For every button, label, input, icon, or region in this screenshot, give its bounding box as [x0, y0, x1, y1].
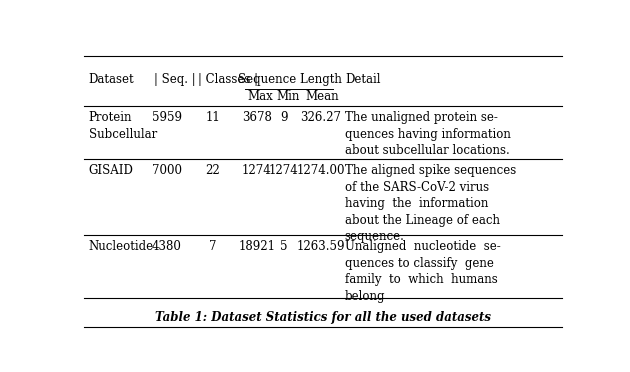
Text: 18921: 18921 — [239, 240, 275, 253]
Text: The unaligned protein se-
quences having information
about subcellular locations: The unaligned protein se- quences having… — [345, 111, 511, 157]
Text: 1274: 1274 — [269, 164, 299, 177]
Text: 1263.59: 1263.59 — [296, 240, 345, 253]
Text: Table 1: Dataset Statistics for all the used datasets: Table 1: Dataset Statistics for all the … — [155, 311, 491, 324]
Text: Detail: Detail — [345, 73, 381, 86]
Text: Mean: Mean — [306, 90, 340, 103]
Text: Protein
Subcellular: Protein Subcellular — [88, 111, 157, 141]
Text: 11: 11 — [205, 111, 220, 124]
Text: Dataset: Dataset — [88, 73, 134, 86]
Text: 5: 5 — [280, 240, 287, 253]
Text: 4380: 4380 — [152, 240, 181, 253]
Text: Min: Min — [277, 90, 300, 103]
Text: Max: Max — [247, 90, 273, 103]
Text: | Classes |: | Classes | — [198, 73, 258, 86]
Text: Nucleotide: Nucleotide — [88, 240, 154, 253]
Text: 7000: 7000 — [152, 164, 181, 177]
Text: 3678: 3678 — [242, 111, 272, 124]
Text: | Seq. |: | Seq. | — [154, 73, 196, 86]
Text: The aligned spike sequences
of the SARS-CoV-2 virus
having  the  information
abo: The aligned spike sequences of the SARS-… — [345, 164, 516, 243]
Text: 1274.00: 1274.00 — [296, 164, 345, 177]
Text: 22: 22 — [205, 164, 220, 177]
Text: 326.27: 326.27 — [300, 111, 341, 124]
Text: GISAID: GISAID — [88, 164, 134, 177]
Text: 5959: 5959 — [152, 111, 181, 124]
Text: 9: 9 — [280, 111, 287, 124]
Text: Unaligned  nucleotide  se-
quences to classify  gene
family  to  which  humans
b: Unaligned nucleotide se- quences to clas… — [345, 240, 501, 303]
Text: 1274: 1274 — [242, 164, 272, 177]
Text: Sequence Length: Sequence Length — [238, 73, 342, 86]
Text: 7: 7 — [209, 240, 217, 253]
